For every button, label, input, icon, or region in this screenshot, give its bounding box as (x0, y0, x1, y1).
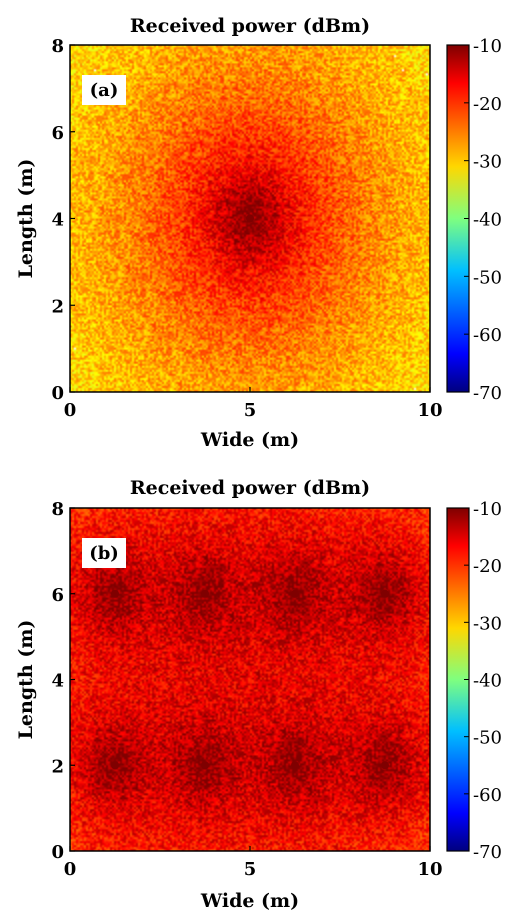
colorbar-tick-label: -40 (473, 671, 502, 692)
source-marker (201, 589, 209, 598)
colorbar-tick-label: -10 (473, 499, 502, 520)
colorbar-tick-label: -20 (473, 556, 502, 577)
colorbar-tick-label: -50 (473, 728, 502, 749)
x-tick-label: 10 (417, 859, 442, 880)
x-tick-label: 5 (244, 400, 257, 421)
colorbar-tick-label: -20 (473, 94, 502, 115)
colorbar-tick-label: -50 (473, 267, 502, 288)
y-tick-label: 6 (51, 585, 64, 606)
source-marker (246, 214, 254, 223)
y-tick-label: 0 (51, 842, 64, 863)
source-marker (291, 589, 299, 598)
x-tick-label: 0 (64, 859, 77, 880)
colorbar-tick-label: -60 (473, 785, 502, 806)
y-tick-label: 4 (51, 671, 64, 692)
x-tick-label: 0 (64, 400, 77, 421)
source-marker (381, 761, 389, 770)
source-marker (291, 761, 299, 770)
heatmap-raster (70, 508, 430, 851)
y-tick-label: 2 (51, 296, 64, 317)
panel-label-box (82, 75, 126, 105)
chart-title: Received power (dBm) (130, 15, 370, 37)
panel-label: (a) (90, 80, 119, 101)
source-marker (201, 761, 209, 770)
colorbar-tick-label: -40 (473, 210, 502, 231)
x-tick-label: 5 (244, 859, 257, 880)
y-axis-label: Length (m) (15, 159, 37, 279)
colorbar-tick-label: -70 (473, 842, 502, 863)
source-marker (111, 761, 119, 770)
colorbar-tick-label: -10 (473, 36, 502, 57)
chart-title: Received power (dBm) (130, 477, 370, 499)
x-axis-label: Wide (m) (200, 429, 299, 451)
colorbar-tick-label: -60 (473, 325, 502, 346)
y-tick-label: 4 (51, 210, 64, 231)
source-marker (381, 589, 389, 598)
y-tick-label: 8 (51, 36, 64, 57)
chart-panel-b: 0 5 10 0 2 4 6 8 Received power (dBm) Wide (m) Len… (15, 477, 502, 912)
x-axis-label: Wide (m) (200, 890, 299, 912)
y-tick-label: 0 (51, 383, 64, 404)
colorbar-tick-label: -30 (473, 613, 502, 634)
x-tick-label: 10 (417, 400, 442, 421)
source-marker (111, 589, 119, 598)
chart-panel-a: 0 5 10 0 2 4 6 8 Received power (dBm) Wide (m) Len… (15, 15, 502, 451)
y-tick-label: 8 (51, 499, 64, 520)
y-tick-label: 6 (51, 123, 64, 144)
panel-label: (b) (89, 543, 119, 564)
y-tick-label: 2 (51, 756, 64, 777)
colorbar-tick-label: -70 (473, 383, 502, 404)
panel-label-box (82, 538, 126, 568)
colorbar-tick-label: -30 (473, 152, 502, 173)
y-axis-label: Length (m) (15, 620, 37, 740)
